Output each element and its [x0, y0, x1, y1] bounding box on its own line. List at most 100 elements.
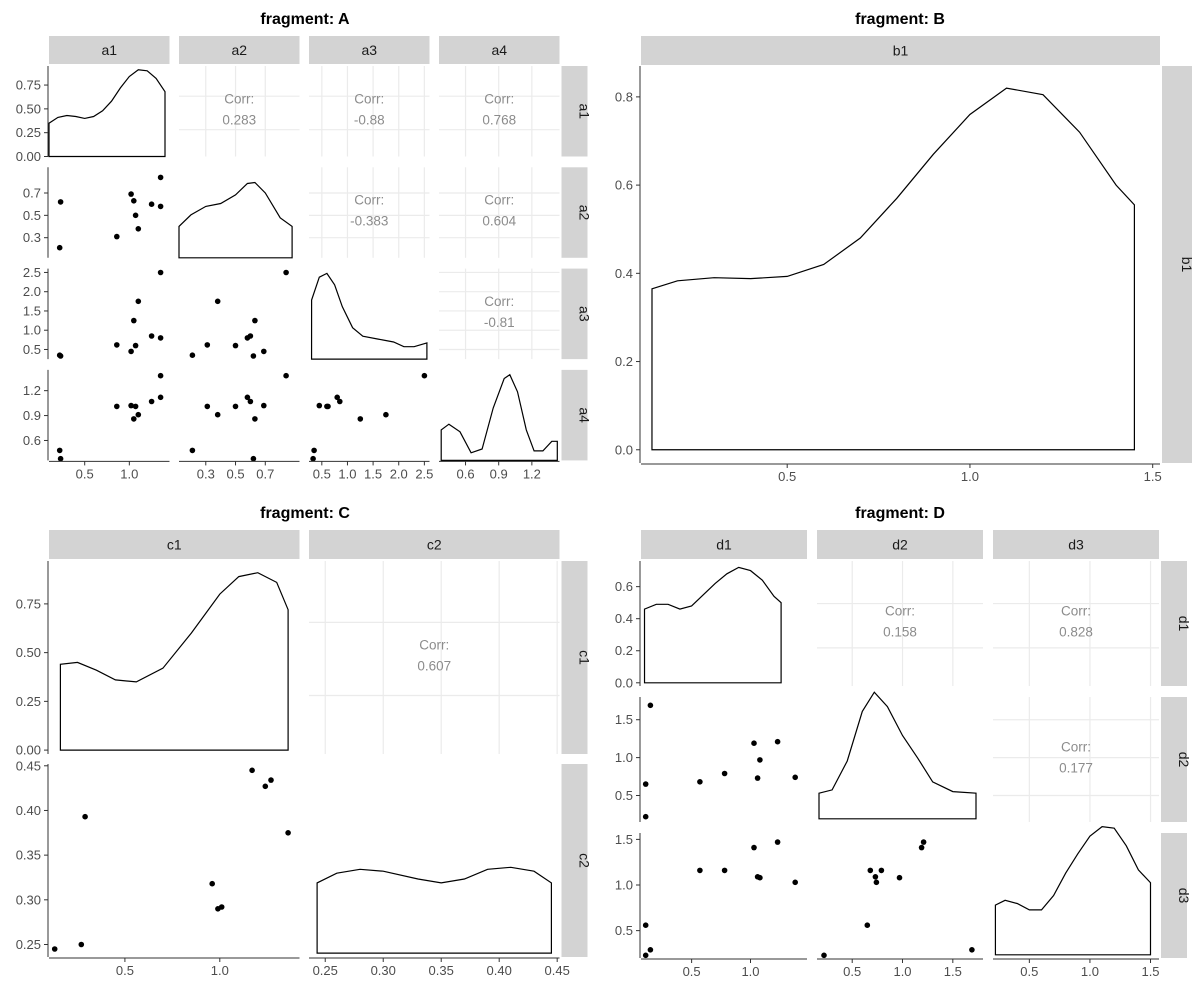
column-strip-label: a1: [101, 42, 117, 58]
facet-panel: [316, 866, 552, 954]
facet-panel: [642, 702, 798, 820]
corr-value: 0.828: [1059, 625, 1093, 640]
panel-fragment-b: fragment: B b1 b1 0.5 1.0 1.5 0.0 0.2 0.4 0.6 0.8: [615, 11, 1195, 484]
x-tick-label: 0.5: [76, 466, 94, 481]
facet-panel: Corr: -0.81: [439, 268, 560, 360]
fragment-title: fragment: C: [260, 505, 350, 522]
scatter-point: [132, 403, 139, 410]
facet-panel: [189, 372, 289, 462]
scatter-point: [334, 394, 341, 401]
facet-panel: [310, 272, 428, 360]
facet-panel: Corr: 0.828: [993, 561, 1159, 686]
column-strip-label: c2: [427, 537, 442, 553]
y-tick-label: 0.7: [23, 185, 41, 200]
scatter-point: [792, 774, 798, 781]
x-tick-label: 0.45: [545, 963, 570, 978]
y-tick-label: 0.9: [23, 408, 41, 423]
density-curve: [994, 825, 1152, 956]
row-strip: [561, 167, 588, 258]
facet-panel: [56, 372, 164, 462]
column-strip-label: b1: [893, 43, 909, 59]
scatter-point: [792, 879, 798, 886]
facet-panel: [643, 566, 782, 684]
scatter-point: [642, 781, 649, 787]
scatter-point: [918, 844, 925, 851]
scatter-point: [214, 411, 221, 418]
y-tick-label: 0.25: [16, 937, 41, 952]
facet-panel: Corr: 0.768: [439, 66, 560, 157]
facet-panel: Corr: 0.607: [309, 561, 560, 754]
facet-panel: [56, 269, 164, 359]
scatter-point: [218, 904, 225, 910]
corr-value: 0.283: [222, 112, 256, 127]
density-curve: [440, 373, 558, 461]
scatter-point: [148, 201, 155, 207]
facet-panel: [440, 373, 558, 461]
row-strip-label: a3: [577, 306, 593, 322]
row-strip: [561, 268, 588, 360]
x-tick-label: 0.5: [226, 466, 244, 481]
x-tick-label: 0.5: [116, 963, 134, 978]
scatter-point: [51, 946, 58, 952]
x-tick-label: 1.5: [944, 964, 962, 979]
corr-label: Corr:: [484, 294, 514, 309]
y-tick-label: 0.5: [615, 788, 633, 803]
corr-label: Corr:: [484, 91, 514, 106]
row-strip-label: c1: [577, 650, 593, 665]
scatter-point: [250, 353, 257, 359]
y-tick-label: 0.25: [16, 125, 41, 140]
scatter-point: [421, 372, 428, 379]
row-strip-label: b1: [1179, 257, 1195, 273]
scatter-point: [189, 447, 196, 454]
density-curve: [651, 87, 1135, 451]
scatter-point: [114, 342, 120, 348]
facet-panel: Corr: 0.177: [993, 697, 1159, 822]
x-tick-label: 1.0: [120, 466, 138, 481]
scatter-point: [774, 839, 781, 845]
scatter-point: [128, 348, 134, 355]
corr-value: -0.383: [350, 214, 388, 229]
y-tick-label: 0.50: [16, 645, 41, 660]
scatter-point: [249, 767, 255, 774]
facet-panel: [821, 839, 975, 959]
row-strip-label: a4: [577, 407, 593, 423]
density-curve: [48, 69, 166, 158]
row-strip: [561, 369, 588, 461]
panel-fragment-d: fragment: D d1 d2 d3 d1 d2 d3 Corr: 0.158 Corr: 0.…: [615, 505, 1192, 979]
x-tick-label: 0.40: [487, 963, 512, 978]
scatter-point: [751, 844, 757, 851]
column-strip: [817, 530, 983, 559]
scatter-point: [204, 342, 211, 348]
scatter-point: [337, 398, 343, 405]
scatter-point: [128, 402, 134, 409]
y-tick-label: 0.00: [16, 149, 41, 164]
row-strip-label: a1: [577, 103, 593, 119]
facet-panel: [48, 69, 166, 158]
x-tick-label: 1.0: [741, 964, 759, 979]
x-tick-label: 0.30: [371, 963, 396, 978]
y-tick-label: 1.0: [615, 878, 633, 893]
row-strip-label: d3: [1176, 888, 1192, 904]
x-tick-label: 0.7: [256, 466, 274, 481]
y-tick-label: 0.40: [16, 803, 41, 818]
y-tick-label: 0.45: [16, 758, 41, 773]
scatter-point: [268, 777, 274, 783]
y-tick-label: 1.5: [615, 712, 633, 727]
facet-panel: [818, 691, 977, 820]
fragment-title: fragment: B: [855, 11, 945, 28]
density-curve: [59, 572, 289, 751]
scatter-point: [261, 402, 267, 409]
x-tick-label: 0.5: [313, 466, 331, 481]
scatter-point: [896, 874, 903, 881]
scatter-point: [878, 867, 885, 874]
column-strip: [49, 530, 300, 559]
column-strip: [641, 36, 1160, 65]
scatter-point: [157, 203, 164, 210]
scatter-point: [214, 298, 221, 305]
column-strip: [439, 36, 560, 64]
scatter-point: [244, 394, 251, 401]
scatter-point: [250, 455, 257, 462]
scatter-point: [697, 867, 703, 874]
corr-label: Corr:: [885, 604, 915, 619]
scatter-point: [642, 813, 649, 820]
